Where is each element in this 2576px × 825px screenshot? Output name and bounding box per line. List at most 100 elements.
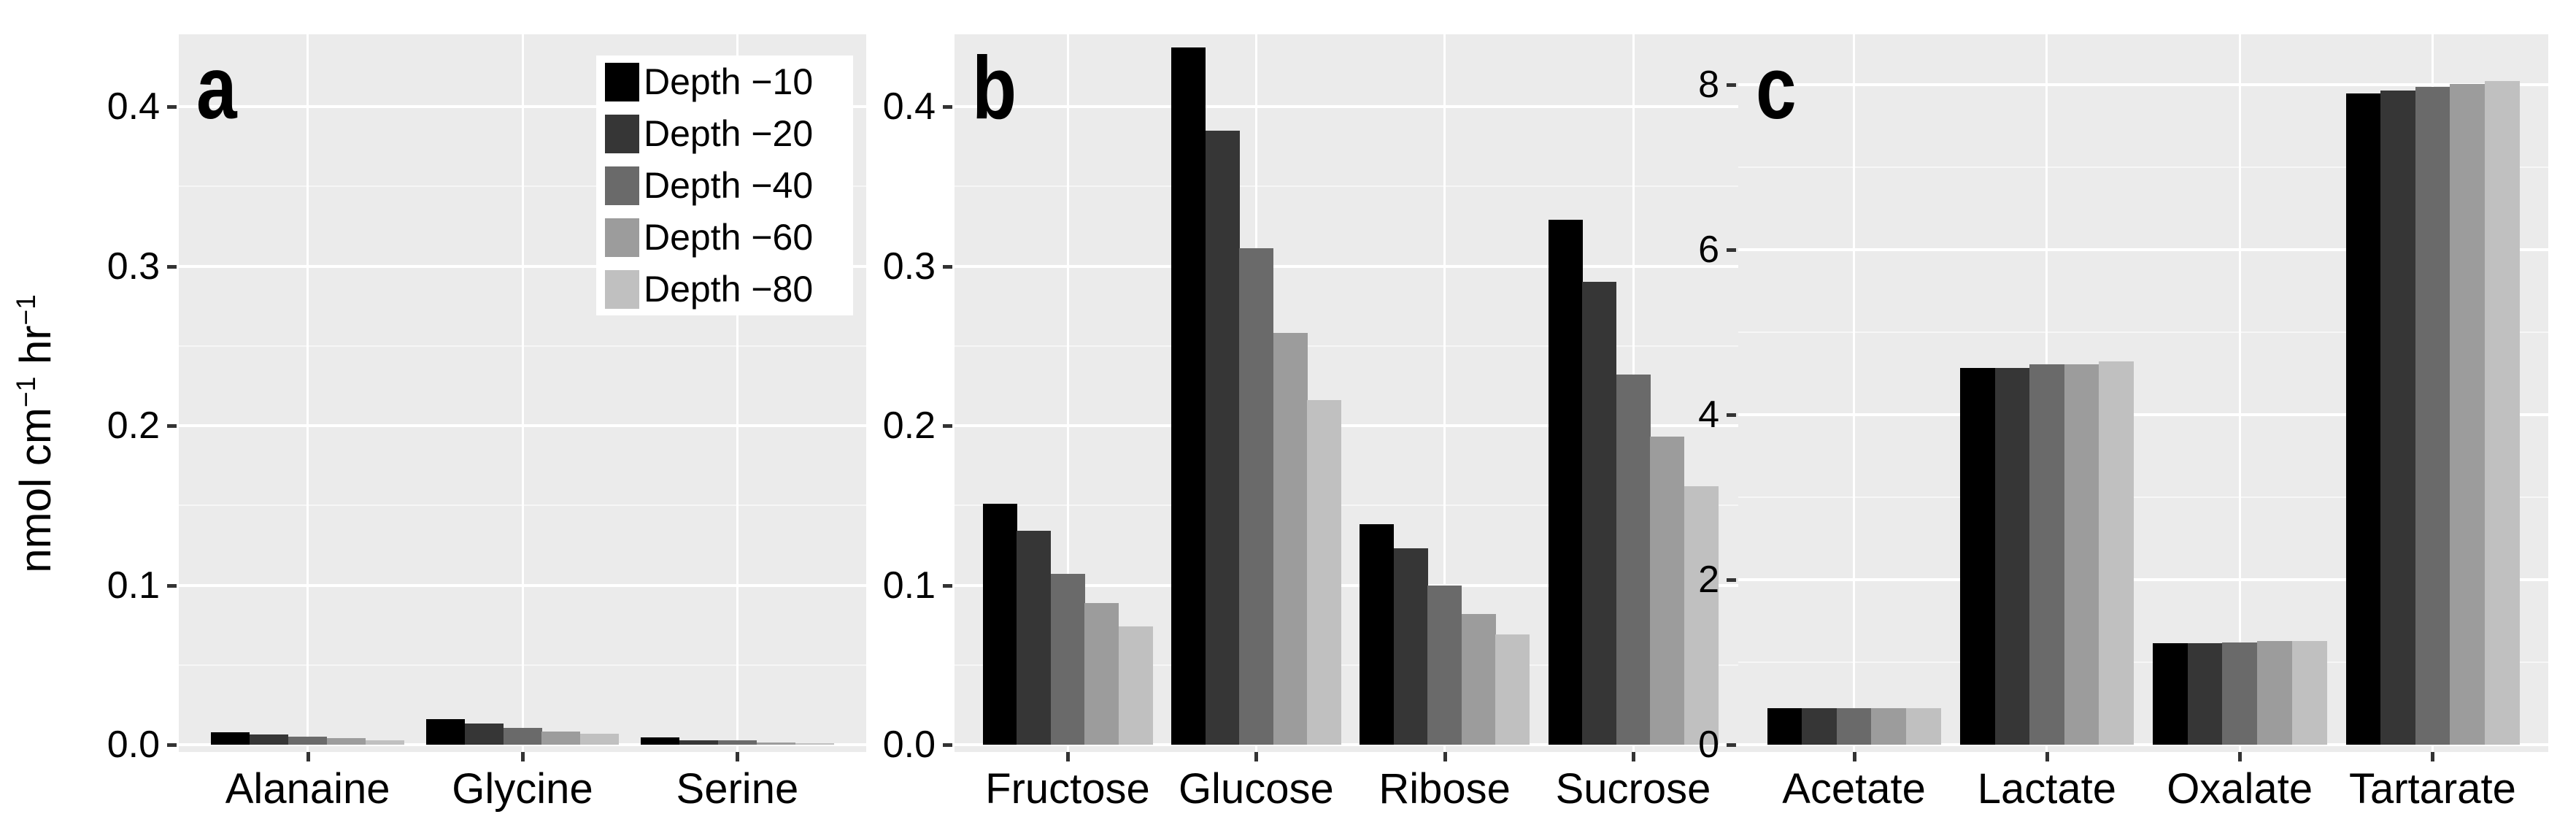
- bar-acetate-1: [1767, 708, 1802, 745]
- bar-acetate-2: [1802, 708, 1837, 745]
- y-tick: [943, 424, 952, 428]
- y-tick: [943, 743, 952, 747]
- y-tick-label: 8: [1698, 64, 1719, 106]
- panel-letter-c: c: [1756, 38, 1797, 137]
- y-tick-label: 0.4: [882, 85, 936, 128]
- bar-sucrose-4: [1650, 437, 1685, 745]
- bar-tartarate-1: [2345, 93, 2381, 745]
- x-tick-label-fructose: Fructose: [985, 765, 1150, 813]
- bar-tartarate-2: [2380, 90, 2416, 745]
- y-tick-label: 0.2: [882, 404, 936, 447]
- gridline-vertical: [1443, 34, 1446, 752]
- legend: Depth −10 Depth −20 Depth −40 Depth −60 Dept…: [596, 55, 853, 315]
- y-tick-label: 2: [1698, 559, 1719, 601]
- gridline-major: [1738, 83, 2548, 86]
- y-tick-label: 0.0: [882, 724, 936, 766]
- bar-glycine-3: [503, 728, 542, 745]
- bar-ribose-2: [1393, 548, 1428, 745]
- gridline-vertical: [306, 34, 309, 752]
- y-tick: [1727, 248, 1736, 252]
- y-tick: [167, 424, 177, 428]
- panel-letter-a: a: [196, 38, 237, 137]
- legend-swatch-icon: [605, 166, 639, 205]
- gridline-minor: [1738, 496, 2548, 498]
- x-tick-label-glycine: Glycine: [452, 765, 593, 813]
- gridline-minor: [1738, 331, 2548, 333]
- plot-panel-c: [1738, 34, 2548, 752]
- bar-acetate-4: [1871, 708, 1907, 745]
- y-tick: [167, 105, 177, 109]
- bar-fructose-3: [1050, 574, 1085, 745]
- gridline-minor: [1738, 166, 2548, 168]
- y-tick: [167, 583, 177, 588]
- bar-tartarate-3: [2415, 87, 2450, 745]
- y-tick-label: 0.4: [107, 85, 160, 128]
- bar-oxalate-2: [2187, 643, 2223, 745]
- gridline-vertical: [1066, 34, 1069, 752]
- bar-glucose-1: [1171, 47, 1206, 745]
- bar-oxalate-1: [2153, 643, 2189, 745]
- bar-fructose-2: [1017, 531, 1052, 745]
- gridline-minor: [955, 664, 1746, 666]
- bar-serine-4: [756, 742, 795, 745]
- bar-glycine-2: [464, 724, 504, 745]
- bar-ribose-5: [1495, 634, 1530, 745]
- y-tick-label: 0.3: [882, 245, 936, 288]
- bar-sucrose-1: [1548, 220, 1583, 745]
- y-tick-label: 4: [1698, 394, 1719, 436]
- x-tick: [736, 752, 740, 761]
- y-axis-title-superscript: −1: [10, 294, 41, 326]
- bar-fructose-5: [1118, 626, 1153, 745]
- gridline-major: [1738, 578, 2548, 581]
- x-tick-label-lactate: Lactate: [1977, 765, 2116, 813]
- bar-glycine-4: [541, 732, 581, 745]
- y-tick: [1727, 413, 1736, 417]
- bar-lactate-2: [1994, 367, 2030, 745]
- y-tick-label: 0.2: [107, 404, 160, 447]
- x-tick: [1443, 752, 1447, 761]
- legend-item-4: Depth −60: [596, 212, 853, 264]
- bar-alanaine-1: [211, 732, 250, 745]
- bar-sucrose-5: [1684, 486, 1719, 745]
- gridline-minor: [955, 504, 1746, 507]
- y-tick: [1727, 743, 1736, 747]
- bar-glucose-2: [1205, 130, 1240, 745]
- bar-tartarate-4: [2450, 83, 2486, 745]
- legend-swatch-icon: [605, 114, 639, 153]
- bar-serine-5: [795, 742, 834, 745]
- bar-alanaine-4: [327, 738, 366, 745]
- x-tick: [2045, 752, 2049, 761]
- x-tick-label-ribose: Ribose: [1378, 765, 1511, 813]
- bar-tartarate-5: [2484, 81, 2520, 745]
- x-tick-label-alanaine: Alanaine: [225, 765, 390, 813]
- gridline-minor: [955, 185, 1746, 188]
- gridline-vertical: [2238, 34, 2241, 752]
- plot-panel-b: [955, 34, 1746, 752]
- y-tick-label: 6: [1698, 229, 1719, 271]
- gridline-major: [955, 743, 1746, 746]
- bar-oxalate-4: [2256, 640, 2292, 745]
- x-tick-label-acetate: Acetate: [1782, 765, 1926, 813]
- x-tick: [2238, 752, 2243, 761]
- y-tick: [943, 105, 952, 109]
- legend-item-label: Depth −60: [644, 217, 814, 258]
- x-tick-label-serine: Serine: [676, 765, 799, 813]
- x-tick-label-oxalate: Oxalate: [2167, 765, 2313, 813]
- bar-serine-1: [640, 737, 679, 745]
- y-tick: [167, 743, 177, 747]
- gridline-major: [1738, 743, 2548, 746]
- gridline-major: [955, 583, 1746, 587]
- gridline-major: [1738, 413, 2548, 416]
- legend-item-2: Depth −20: [596, 108, 853, 160]
- x-tick-label-sucrose: Sucrose: [1555, 765, 1711, 813]
- legend-item-5: Depth −80: [596, 264, 853, 315]
- gridline-major: [1738, 248, 2548, 251]
- x-tick: [1066, 752, 1070, 761]
- x-tick-label-tartarate: Tartarate: [2348, 765, 2516, 813]
- legend-item-label: Depth −10: [644, 61, 814, 102]
- x-tick: [1852, 752, 1856, 761]
- bar-lactate-3: [2029, 364, 2065, 745]
- y-tick-label: 0.0: [107, 724, 160, 766]
- y-tick-label: 0: [1698, 724, 1719, 766]
- bar-glycine-1: [425, 719, 465, 745]
